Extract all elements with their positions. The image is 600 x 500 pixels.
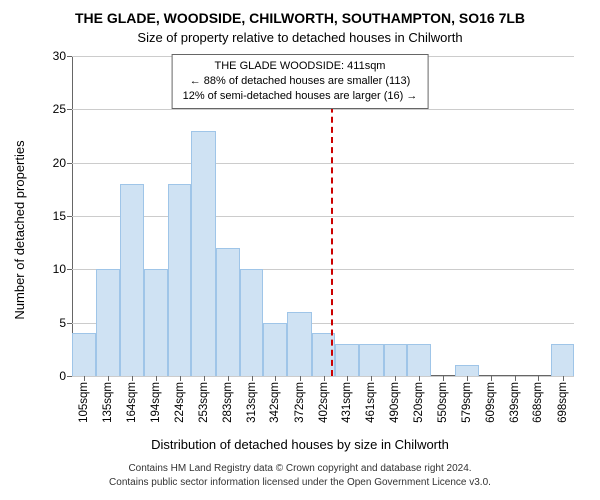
histogram-bar	[407, 344, 431, 376]
x-axis-label: Distribution of detached houses by size …	[0, 437, 600, 452]
x-tick-label: 550sqm	[437, 382, 449, 423]
x-tick-label: 402sqm	[318, 382, 330, 423]
x-tick	[515, 376, 516, 381]
histogram-bar	[455, 365, 478, 376]
y-tick-label: 0	[59, 369, 66, 383]
x-tick	[132, 376, 133, 381]
x-tick-label: 135sqm	[102, 382, 114, 423]
x-tick	[419, 376, 420, 381]
y-tick-label: 10	[53, 262, 66, 276]
x-tick	[204, 376, 205, 381]
histogram-bar	[191, 131, 215, 376]
x-tick	[347, 376, 348, 381]
y-tick	[67, 269, 72, 270]
y-tick-label: 20	[53, 156, 66, 170]
x-tick-label: 579sqm	[461, 382, 473, 423]
histogram-bar	[384, 344, 407, 376]
histogram-bar	[168, 184, 191, 376]
histogram-bar	[263, 323, 287, 376]
footer-line-1: Contains HM Land Registry data © Crown c…	[0, 463, 600, 474]
x-tick	[563, 376, 564, 381]
x-tick	[84, 376, 85, 381]
y-tick	[67, 163, 72, 164]
histogram-bar	[216, 248, 240, 376]
y-tick	[67, 56, 72, 57]
x-tick	[180, 376, 181, 381]
histogram-bar	[72, 333, 96, 376]
x-tick-label: 372sqm	[294, 382, 306, 423]
x-tick-label: 431sqm	[341, 382, 353, 423]
x-tick	[467, 376, 468, 381]
x-tick	[371, 376, 372, 381]
footer-line-2: Contains public sector information licen…	[0, 477, 600, 488]
x-tick-label: 461sqm	[365, 382, 377, 423]
x-tick	[443, 376, 444, 381]
gridline	[72, 109, 574, 110]
y-tick-label: 15	[53, 209, 66, 223]
histogram-bar	[96, 269, 119, 376]
y-tick	[67, 216, 72, 217]
x-tick	[228, 376, 229, 381]
x-tick-label: 224sqm	[174, 382, 186, 423]
annotation-box: THE GLADE WOODSIDE: 411sqm ← 88% of deta…	[172, 54, 429, 109]
x-tick-label: 668sqm	[532, 382, 544, 423]
x-tick-label: 313sqm	[246, 382, 258, 423]
y-tick-label: 5	[59, 316, 66, 330]
histogram-bar	[287, 312, 311, 376]
x-tick	[156, 376, 157, 381]
y-tick	[67, 323, 72, 324]
histogram-bar	[551, 344, 574, 376]
x-tick	[275, 376, 276, 381]
x-tick-label: 253sqm	[198, 382, 210, 423]
x-tick-label: 342sqm	[269, 382, 281, 423]
x-tick	[324, 376, 325, 381]
x-tick	[252, 376, 253, 381]
gridline	[72, 216, 574, 217]
histogram-bar	[144, 269, 168, 376]
y-tick-label: 25	[53, 102, 66, 116]
x-tick	[491, 376, 492, 381]
histogram-bar	[359, 344, 383, 376]
x-tick-label: 194sqm	[150, 382, 162, 423]
annotation-line2: ← 88% of detached houses are smaller (11…	[183, 74, 418, 89]
x-tick-label: 490sqm	[389, 382, 401, 423]
x-tick-label: 105sqm	[78, 382, 90, 423]
x-tick-label: 698sqm	[557, 382, 569, 423]
y-tick	[67, 109, 72, 110]
x-tick-label: 283sqm	[222, 382, 234, 423]
histogram-bar	[240, 269, 263, 376]
chart-title-sub: Size of property relative to detached ho…	[0, 30, 600, 45]
x-tick	[538, 376, 539, 381]
gridline	[72, 163, 574, 164]
histogram-bar	[335, 344, 359, 376]
x-tick-label: 520sqm	[413, 382, 425, 423]
annotation-line3: 12% of semi-detached houses are larger (…	[183, 89, 418, 104]
chart-title-main: THE GLADE, WOODSIDE, CHILWORTH, SOUTHAMP…	[0, 10, 600, 26]
x-tick	[300, 376, 301, 381]
x-tick-label: 609sqm	[485, 382, 497, 423]
annotation-line1: THE GLADE WOODSIDE: 411sqm	[183, 59, 418, 74]
x-tick-label: 639sqm	[509, 382, 521, 423]
y-tick-label: 30	[53, 49, 66, 63]
y-axis-label: Number of detached properties	[12, 140, 27, 319]
x-tick-label: 164sqm	[126, 382, 138, 423]
chart-container: THE GLADE, WOODSIDE, CHILWORTH, SOUTHAMP…	[0, 0, 600, 500]
y-tick	[67, 376, 72, 377]
x-tick	[395, 376, 396, 381]
x-tick	[108, 376, 109, 381]
histogram-bar	[120, 184, 144, 376]
